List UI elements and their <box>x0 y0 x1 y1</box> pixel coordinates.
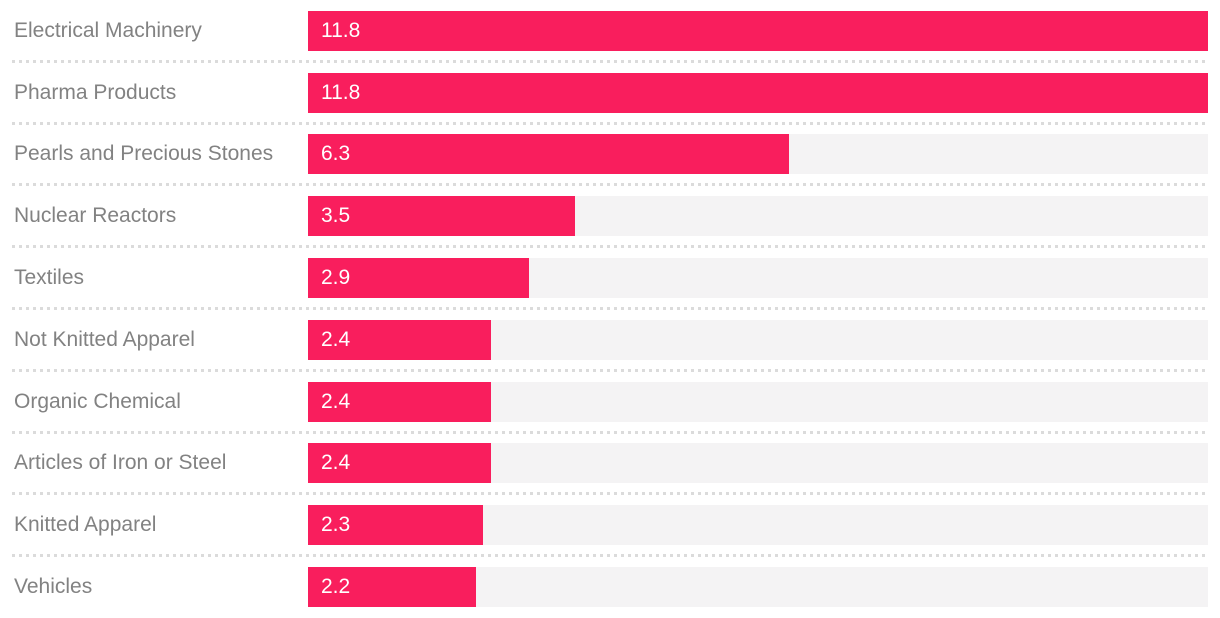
chart-row: Vehicles 2.2 <box>0 556 1220 618</box>
chart-row: Not Knitted Apparel 2.4 <box>0 309 1220 372</box>
bar: 11.8 <box>308 10 1208 51</box>
row-separator <box>12 183 1208 187</box>
chart-row: Organic Chemical 2.4 <box>0 371 1220 434</box>
bar: 2.9 <box>308 258 530 299</box>
chart-row: Pharma Products 11.8 <box>0 62 1220 125</box>
category-label: Nuclear Reactors <box>14 204 177 228</box>
chart-row: Pearls and Precious Stones 6.3 <box>0 124 1220 187</box>
value-label: 2.4 <box>321 451 351 475</box>
value-label: 2.3 <box>321 513 351 537</box>
category-label: Knitted Apparel <box>14 513 157 537</box>
value-label: 11.8 <box>321 80 361 104</box>
row-separator <box>12 554 1208 558</box>
bar: 2.2 <box>308 567 476 608</box>
bar-track: 2.4 <box>308 381 1208 422</box>
value-label: 6.3 <box>321 142 351 166</box>
bar: 2.4 <box>308 443 492 484</box>
bar: 2.3 <box>308 505 484 546</box>
category-label: Electrical Machinery <box>14 18 202 42</box>
value-label: 2.2 <box>321 575 351 599</box>
row-separator <box>12 59 1208 63</box>
chart-row: Nuclear Reactors 3.5 <box>0 185 1220 249</box>
bar-track: 2.4 <box>308 443 1208 484</box>
row-separator <box>12 306 1208 310</box>
value-label: 2.4 <box>321 327 351 351</box>
value-label: 2.4 <box>321 389 351 413</box>
bar: 6.3 <box>308 134 789 175</box>
bar: 2.4 <box>308 381 492 422</box>
bar: 2.4 <box>308 319 492 360</box>
bar-track: 11.8 <box>308 10 1208 51</box>
chart-row: Articles of Iron or Steel 2.4 <box>0 433 1220 496</box>
bar-track: 2.9 <box>308 258 1208 299</box>
row-separator <box>12 121 1208 125</box>
chart-row: Knitted Apparel 2.3 <box>0 494 1220 558</box>
row-separator <box>12 245 1208 249</box>
bar-track: 11.8 <box>308 72 1208 113</box>
row-separator <box>12 430 1208 434</box>
bar-track: 2.2 <box>308 567 1208 608</box>
category-label: Articles of Iron or Steel <box>14 451 227 475</box>
chart-row: Electrical Machinery 11.8 <box>0 0 1220 63</box>
category-label: Vehicles <box>14 575 93 599</box>
row-separator <box>12 492 1208 496</box>
bar: 3.5 <box>308 196 575 237</box>
bar: 11.8 <box>308 72 1208 113</box>
value-label: 11.8 <box>321 18 361 42</box>
category-label: Pharma Products <box>14 80 177 104</box>
category-label: Organic Chemical <box>14 389 181 413</box>
chart-row: Textiles 2.9 <box>0 247 1220 310</box>
row-separator <box>12 368 1208 372</box>
category-label: Pearls and Precious Stones <box>14 142 274 166</box>
bar-track: 2.4 <box>308 319 1208 360</box>
category-label: Textiles <box>14 266 85 290</box>
value-label: 3.5 <box>321 204 351 228</box>
bar-track: 6.3 <box>308 134 1208 175</box>
category-label: Not Knitted Apparel <box>14 327 195 351</box>
value-label: 2.9 <box>321 266 351 290</box>
bar-track: 2.3 <box>308 505 1208 546</box>
bar-track: 3.5 <box>308 196 1208 237</box>
